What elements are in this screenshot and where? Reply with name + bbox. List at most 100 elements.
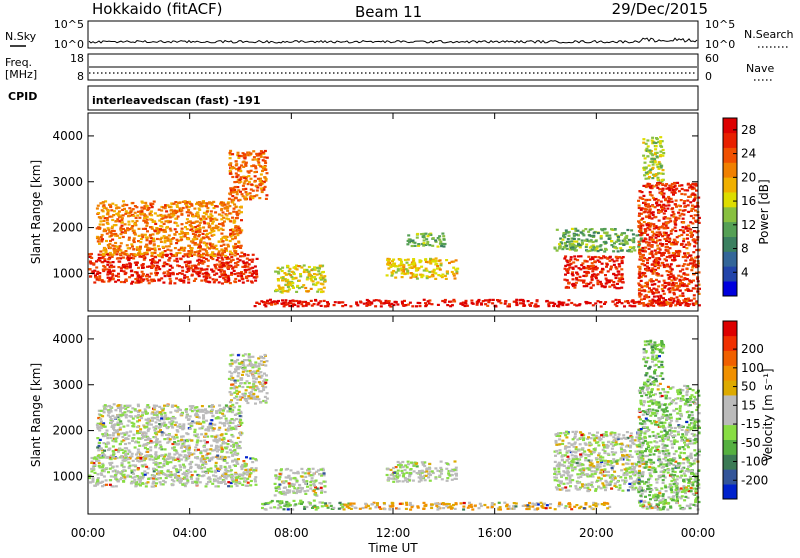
power-cell (654, 216, 657, 218)
power-cell (191, 265, 194, 267)
power-cell (232, 191, 235, 193)
power-cell (647, 303, 650, 305)
power-cell (164, 231, 167, 233)
velocity-cell (155, 469, 158, 471)
velocity-cell (104, 432, 107, 434)
power-cell (96, 271, 99, 273)
power-cell (210, 269, 213, 271)
power-cell (225, 206, 228, 208)
power-cell (424, 305, 427, 307)
power-cell (669, 305, 672, 307)
power-cell (644, 232, 647, 234)
power-cell (574, 284, 577, 286)
power-cell (222, 274, 225, 276)
power-cell (255, 272, 258, 274)
power-cell (612, 250, 615, 252)
power-cell (415, 270, 418, 272)
velocity-cell (136, 432, 139, 434)
power-cell (647, 155, 650, 157)
power-cell (227, 262, 230, 264)
velocity-cell (125, 447, 128, 449)
power-cell (573, 235, 576, 237)
power-cell (250, 170, 253, 172)
power-cell (138, 228, 141, 230)
power-cell (650, 289, 653, 291)
power-cell (212, 230, 215, 232)
power-cell (254, 165, 257, 167)
power-cell (621, 273, 624, 275)
power-cell (234, 236, 237, 238)
power-cell (669, 247, 672, 249)
power-cell (441, 243, 444, 245)
power-cell (218, 213, 221, 215)
power-cell (199, 218, 202, 220)
velocity-cell (140, 460, 143, 462)
velocity-cell (232, 422, 235, 424)
power-cell (683, 277, 686, 279)
velocity-cell (134, 485, 137, 487)
power-cell (341, 305, 344, 307)
velocity-cell (237, 437, 240, 439)
power-cell (658, 211, 661, 213)
velocity-cell (225, 418, 228, 420)
power-cell (651, 263, 654, 265)
power-cell (240, 252, 243, 254)
power-cell (292, 300, 295, 302)
velocity-cell (186, 472, 189, 474)
power-cell (680, 199, 683, 201)
velocity-cell (112, 434, 115, 436)
power-cell (202, 253, 205, 255)
power-cell (586, 250, 589, 252)
velocity-cell (173, 441, 176, 443)
power-cell (118, 261, 121, 263)
power-cell (600, 235, 603, 237)
velocity-cell (174, 465, 177, 467)
power-cell (175, 277, 178, 279)
power-cell (240, 245, 243, 247)
power-cell (121, 225, 124, 227)
velocity-cell (152, 477, 155, 479)
velocity-cell (147, 478, 150, 480)
power-cell (117, 273, 120, 275)
velocity-cell (154, 463, 157, 465)
power-cell (688, 279, 691, 281)
power-cell (667, 234, 670, 236)
power-cell (563, 246, 566, 248)
power-cell (614, 266, 617, 268)
power-cell (601, 263, 604, 265)
power-cell (424, 302, 427, 304)
velocity-cell (137, 451, 140, 453)
power-cell (111, 256, 114, 258)
power-cell (605, 283, 608, 285)
power-colorbar-swatch (723, 148, 737, 163)
power-cell (577, 238, 580, 240)
power-cell (664, 227, 667, 229)
power-cell (664, 210, 667, 212)
power-cell (135, 217, 138, 219)
power-cell (668, 278, 671, 280)
power-cell (649, 161, 652, 163)
power-cell (151, 266, 154, 268)
power-cell (614, 246, 617, 248)
power-cell (648, 242, 651, 244)
power-cell (565, 269, 568, 271)
velocity-cell (235, 477, 238, 479)
power-cell (140, 207, 143, 209)
velocity-cell (154, 446, 157, 448)
power-cell (163, 271, 166, 273)
power-cell (451, 261, 454, 263)
power-cell (249, 152, 252, 154)
power-colorbar-swatch (723, 252, 737, 267)
power-cell (250, 178, 253, 180)
power-cell (305, 305, 308, 307)
power-cell (644, 162, 647, 164)
velocity-cell (130, 415, 133, 417)
power-cell (287, 290, 290, 292)
power-cell (666, 270, 669, 272)
power-cell (643, 285, 646, 287)
power-cell (214, 205, 217, 207)
power-cell (612, 273, 615, 275)
power-cell (225, 218, 228, 220)
power-cell (480, 302, 483, 304)
power-cell (655, 288, 658, 290)
